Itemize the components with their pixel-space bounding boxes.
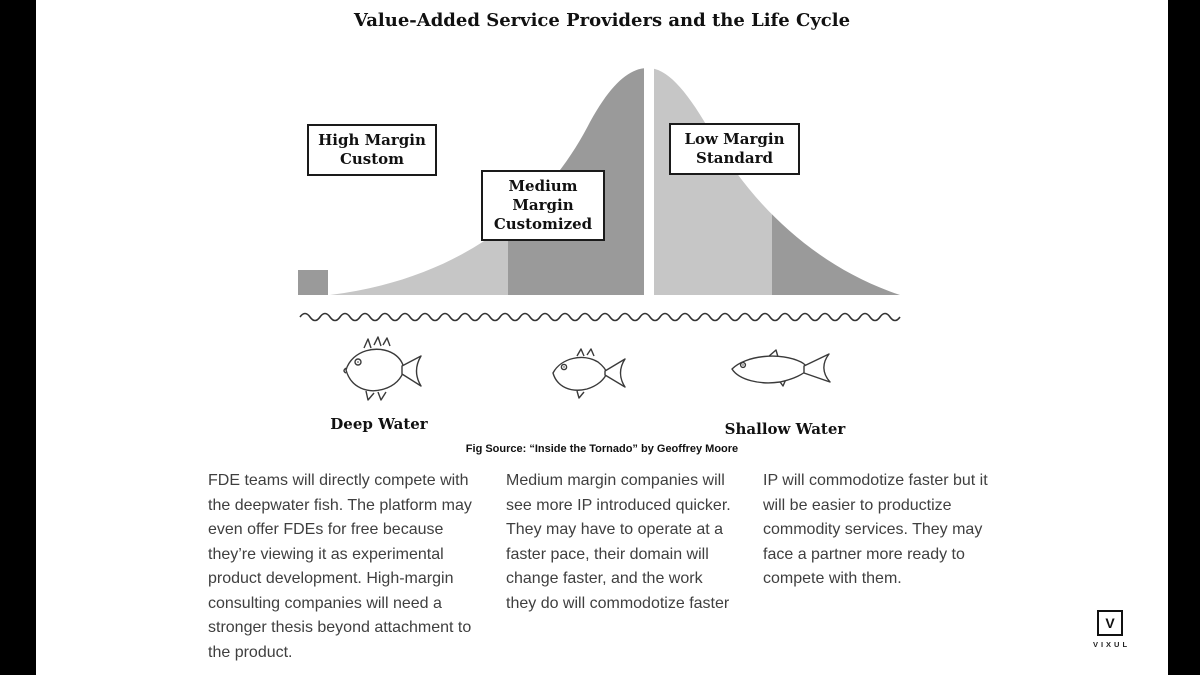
vixul-logo-name: VIXUL — [1092, 640, 1131, 649]
note-column-medium-margin: Medium margin companies will see more IP… — [506, 472, 731, 612]
label-line: Medium — [508, 177, 578, 195]
segment-tail-dark — [772, 68, 900, 295]
segment-descending-light — [654, 68, 772, 295]
label-box-low-margin-standard: Low Margin Standard — [669, 123, 800, 175]
shallow-water-fish-icon — [731, 349, 831, 387]
segment-peak-gap — [644, 68, 654, 295]
slide-title: Value-Added Service Providers and the Li… — [353, 10, 851, 31]
shallow-water-label: Shallow Water — [724, 420, 846, 438]
life-cycle-curve — [298, 68, 901, 322]
label-line: Standard — [696, 149, 773, 167]
label-line: Low Margin — [684, 130, 785, 148]
early-market-block — [298, 270, 328, 295]
water-line — [299, 312, 901, 322]
note-column-shallow-water: IP will commodotize faster but it will b… — [763, 472, 988, 587]
label-line: Margin — [512, 196, 574, 214]
vixul-logo-letter: V — [1105, 615, 1115, 631]
deep-water-fish-icon — [343, 336, 422, 401]
figure-source-caption: Fig Source: “Inside the Tornado” by Geof… — [465, 443, 739, 455]
label-box-medium-margin-customized: Medium Margin Customized — [481, 170, 605, 241]
label-box-high-margin-custom: High Margin Custom — [307, 124, 437, 176]
mid-water-fish-icon — [552, 348, 626, 399]
vixul-logo-mark: V — [1097, 610, 1123, 636]
label-line: High Margin — [318, 131, 426, 149]
vixul-logo: V VIXUL — [1088, 610, 1132, 649]
note-column-deep-water: FDE teams will directly compete with the… — [208, 472, 472, 661]
deep-water-label: Deep Water — [330, 415, 428, 433]
label-line: Customized — [493, 215, 593, 233]
right-black-bar — [1168, 0, 1200, 675]
label-line: Custom — [339, 150, 405, 168]
left-black-bar — [0, 0, 36, 675]
